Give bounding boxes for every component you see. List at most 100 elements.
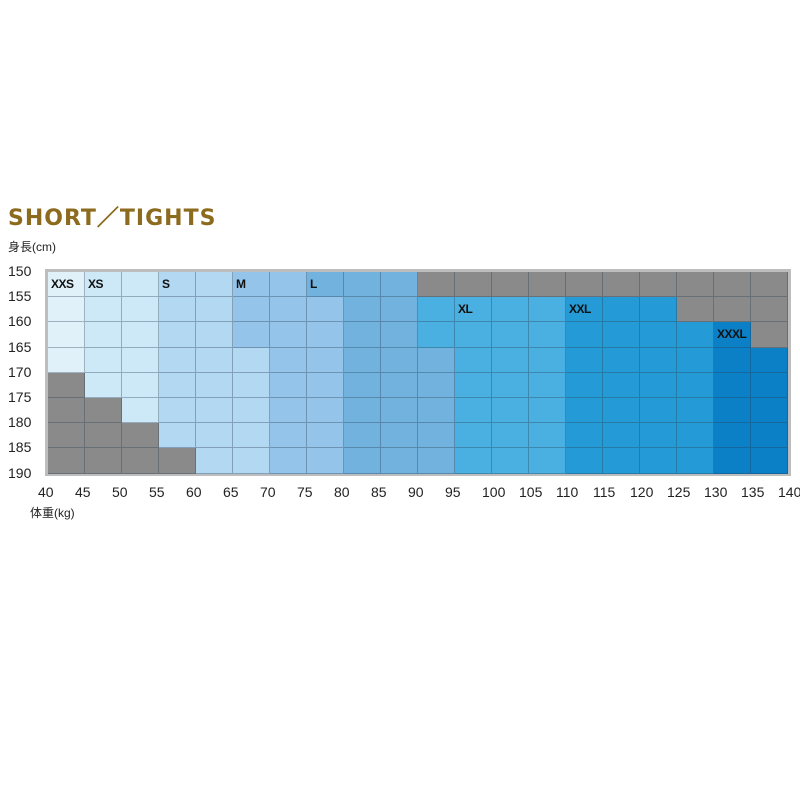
x-tick-label: 105 — [519, 484, 543, 500]
cell-L — [344, 347, 381, 373]
cell-M — [307, 297, 344, 323]
cell-XXL — [603, 297, 640, 323]
cell-XL — [418, 297, 455, 323]
y-tick-label: 155 — [8, 288, 32, 305]
size-label: XS — [88, 277, 104, 291]
cell-L — [344, 398, 381, 424]
cell-M — [233, 322, 270, 348]
y-tick-label: 185 — [8, 439, 32, 456]
cell-XXL — [566, 448, 603, 474]
cell-XL — [529, 347, 566, 373]
y-tick-label: 165 — [8, 338, 32, 355]
cell-XL — [455, 372, 492, 398]
cell-- — [677, 297, 714, 323]
cell-S — [159, 372, 196, 398]
cell-XXXL — [751, 448, 788, 474]
cell-XL — [455, 398, 492, 424]
cell-XXXL — [714, 322, 751, 348]
cell-XS — [122, 347, 159, 373]
cell-XL — [492, 347, 529, 373]
y-tick-label: 150 — [8, 263, 32, 279]
cell-XS — [122, 322, 159, 348]
cell-XXXL — [714, 448, 751, 474]
y-tick-label: 175 — [8, 389, 32, 405]
cell-M — [233, 297, 270, 323]
cell-L — [381, 322, 418, 348]
cell-XXL — [640, 423, 677, 449]
cell-XXS — [48, 272, 85, 298]
cell-L — [418, 398, 455, 424]
x-tick-label: 45 — [75, 484, 91, 500]
cell-XS — [122, 297, 159, 323]
size-label: XXXL — [717, 327, 747, 342]
cell-S — [196, 448, 233, 474]
cell-XXL — [640, 448, 677, 474]
cell-XXL — [566, 423, 603, 449]
y-tick-label: 190 — [8, 464, 32, 481]
cell-XXL — [566, 398, 603, 424]
cell-XXXL — [714, 372, 751, 398]
cell-- — [48, 372, 85, 398]
cell-XXL — [603, 423, 640, 449]
x-tick-label: 85 — [371, 484, 387, 500]
cell-XL — [492, 448, 529, 474]
cell-XXL — [677, 448, 714, 474]
cell-S — [196, 347, 233, 373]
cell-S — [233, 398, 270, 424]
cell-- — [751, 297, 788, 323]
cell-M — [307, 372, 344, 398]
y-tick-label: 170 — [8, 363, 32, 380]
cell-XXL — [640, 372, 677, 398]
cell-L — [418, 448, 455, 474]
cell-- — [529, 272, 566, 298]
cell-- — [714, 272, 751, 298]
cell-S — [233, 347, 270, 373]
size-grid: XXS XS S M L XL XXL XXXL — [45, 269, 791, 476]
cell-M — [270, 297, 307, 323]
cell-L — [344, 448, 381, 474]
cell-XS — [122, 372, 159, 398]
cell-XXL — [677, 347, 714, 373]
cell-M — [270, 372, 307, 398]
x-tick-label: 125 — [667, 484, 691, 500]
cell-XL — [455, 297, 492, 323]
cell-S — [196, 297, 233, 323]
x-tick-label: 100 — [482, 484, 506, 500]
cell-XXL — [640, 297, 677, 323]
cell-S — [159, 347, 196, 373]
cell-L — [381, 423, 418, 449]
x-tick-label: 40 — [38, 484, 54, 500]
cell-XS — [122, 398, 159, 424]
cell-XXXL — [714, 347, 751, 373]
size-label: M — [236, 277, 246, 291]
cell-M — [270, 423, 307, 449]
cell-S — [196, 398, 233, 424]
cell-XXXL — [751, 398, 788, 424]
cell-XL — [529, 322, 566, 348]
cell-L — [381, 297, 418, 323]
cell-XL — [455, 423, 492, 449]
cell-L — [381, 347, 418, 373]
cell-- — [603, 272, 640, 298]
cell-XS — [85, 297, 122, 323]
cell-XXXL — [714, 398, 751, 424]
cell-XXXL — [751, 372, 788, 398]
cell-- — [418, 272, 455, 298]
cell-- — [85, 448, 122, 474]
cell-M — [307, 423, 344, 449]
cell-S — [233, 448, 270, 474]
size-label: XXL — [569, 302, 591, 317]
cell-L — [344, 297, 381, 323]
cell-XXS — [48, 297, 85, 323]
y-tick-label: 160 — [8, 313, 32, 330]
cell-XL — [492, 372, 529, 398]
chart-title: SHORT／TIGHTS — [8, 206, 217, 231]
cell-- — [48, 423, 85, 449]
cell-- — [48, 398, 85, 424]
y-tick-label: 180 — [8, 414, 32, 431]
cell-XL — [492, 423, 529, 449]
cell-L — [381, 398, 418, 424]
cell-XL — [455, 322, 492, 348]
cell-XXL — [677, 322, 714, 348]
cell-XXL — [603, 448, 640, 474]
